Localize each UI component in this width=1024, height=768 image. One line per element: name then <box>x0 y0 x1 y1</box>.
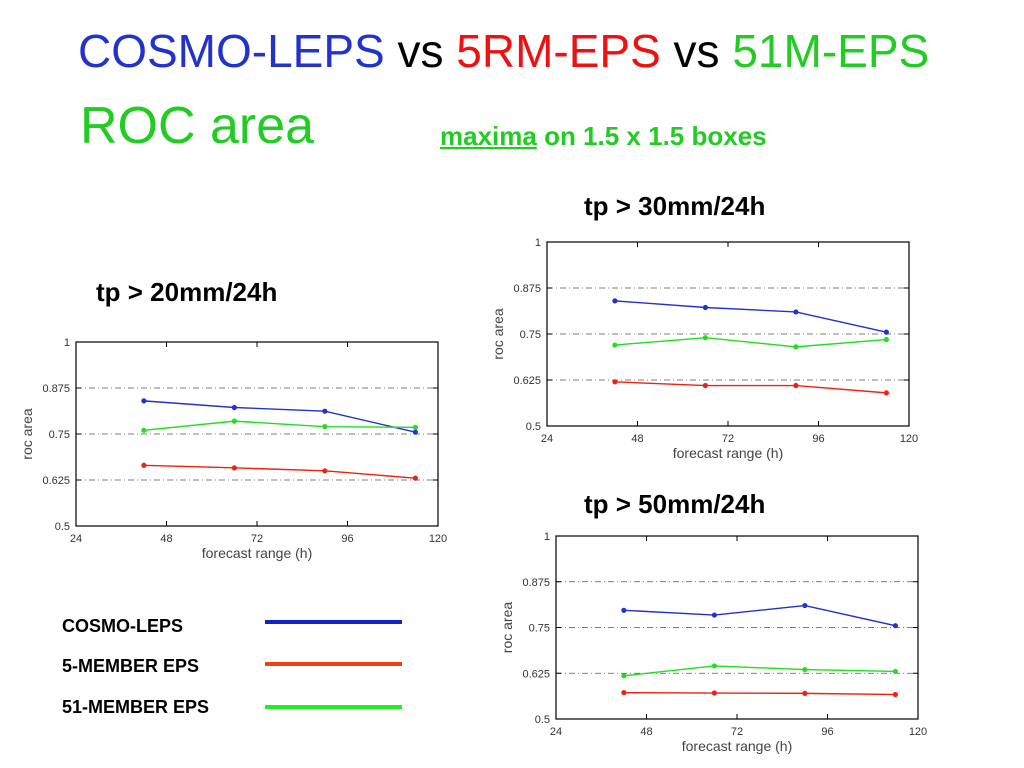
legend-label-5-member-eps: 5-MEMBER EPS <box>62 656 200 676</box>
data-point-5-member-eps <box>231 465 237 471</box>
data-point-cosmo-leps <box>141 398 147 404</box>
y-tick-label: 0.5 <box>55 521 70 533</box>
chart-2-title: tp > 30mm/24h <box>584 191 766 221</box>
title-roc-area: ROC area <box>80 97 315 155</box>
x-tick-label: 96 <box>341 533 353 545</box>
y-tick-label: 1 <box>64 337 70 349</box>
legend-label-51-member-eps: 51-MEMBER EPS <box>62 697 210 717</box>
legend-line-51-member-eps <box>265 705 402 709</box>
data-point-51-member-eps <box>322 424 328 430</box>
y-tick-label: 0.75 <box>49 429 70 441</box>
data-point-51-member-eps <box>231 418 237 424</box>
legend-line-5-member-eps <box>265 662 402 666</box>
x-tick-label: 72 <box>251 533 263 545</box>
title-vs-2: vs <box>660 25 733 77</box>
legend-label-cosmo-leps: COSMO-LEPS <box>62 616 184 636</box>
title-5rm-eps: 5RM-EPS <box>456 25 661 77</box>
data-point-51-member-eps <box>412 424 418 430</box>
chart-3-title: tp > 50mm/24h <box>584 489 766 519</box>
title-vs-1: vs <box>384 25 457 77</box>
title-cosmo-leps: COSMO-LEPS <box>78 25 385 77</box>
data-point-51-member-eps <box>141 427 147 433</box>
main-title: COSMO-LEPS vs 5RM-EPS vs 51M-EPS <box>78 28 929 74</box>
y-axis-label: roc area <box>19 408 35 460</box>
series-line-cosmo-leps <box>143 400 416 433</box>
series-line-51-member-eps <box>143 420 416 432</box>
x-axis-label: forecast range (h) <box>202 545 313 561</box>
legend-line-cosmo-leps <box>265 620 402 624</box>
data-point-cosmo-leps <box>412 429 418 435</box>
data-point-5-member-eps <box>141 462 147 468</box>
chart-1-title: tp > 20mm/24h <box>96 277 278 307</box>
x-tick-label: 24 <box>70 533 82 545</box>
data-point-5-member-eps <box>412 475 418 481</box>
x-tick-label: 120 <box>429 533 447 545</box>
data-point-cosmo-leps <box>322 408 328 414</box>
y-tick-label: 0.875 <box>42 383 70 395</box>
subtitle-rest: on 1.5 x 1.5 boxes <box>536 121 767 151</box>
title-51m-eps: 51M-EPS <box>732 25 930 77</box>
x-tick-label: 48 <box>160 533 172 545</box>
y-tick-label: 0.625 <box>42 475 70 487</box>
subtitle-maxima: maxima <box>440 121 537 151</box>
data-point-cosmo-leps <box>231 404 237 411</box>
series-line-5-member-eps <box>143 464 416 479</box>
data-point-5-member-eps <box>322 468 328 474</box>
subtitle: maxima on 1.5 x 1.5 boxes <box>440 123 767 149</box>
